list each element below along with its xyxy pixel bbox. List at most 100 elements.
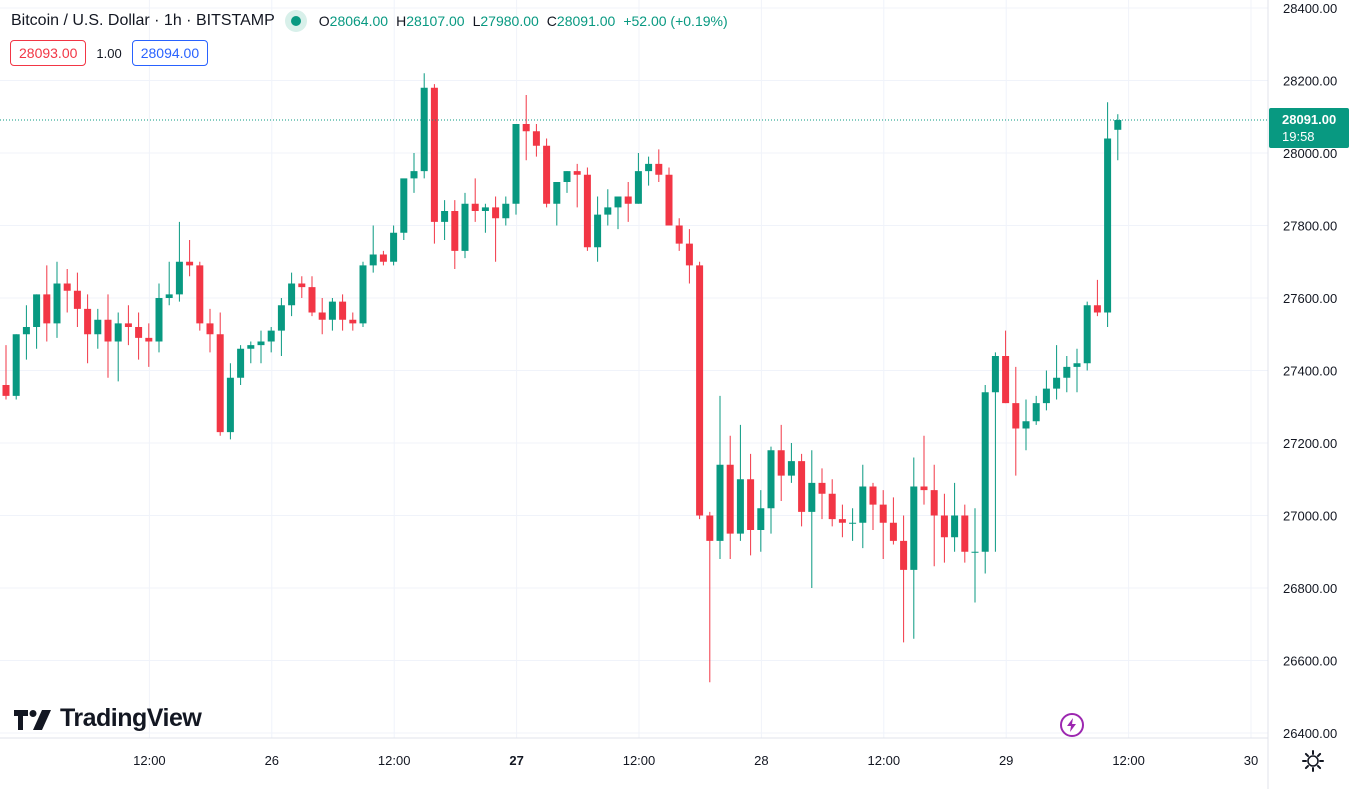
- candle-body: [1002, 356, 1010, 404]
- candle-body: [196, 265, 204, 324]
- bar-countdown: 19:58: [1282, 129, 1315, 144]
- symbol-title[interactable]: Bitcoin / U.S. Dollar · 1h · BITSTAMP: [11, 12, 275, 29]
- candle-body: [1053, 377, 1061, 389]
- candle-body: [971, 551, 979, 553]
- gear-icon[interactable]: [1300, 748, 1326, 774]
- change-value: +52.00 (+0.19%): [623, 13, 728, 29]
- candle-body: [961, 515, 969, 552]
- candle-body: [53, 283, 61, 324]
- ohlc-values: O28064.00 H28107.00 L27980.00 C28091.00 …: [319, 13, 728, 29]
- candle-body: [43, 294, 51, 324]
- candle-body: [124, 323, 132, 327]
- candle-body: [716, 464, 724, 541]
- candle-body: [981, 392, 989, 552]
- candle-body: [675, 225, 683, 244]
- candle-body: [777, 450, 785, 476]
- candle-body: [563, 171, 571, 182]
- candle-body: [1032, 403, 1040, 422]
- candle-body: [257, 341, 265, 346]
- candle-body: [889, 522, 897, 541]
- candle-body: [726, 464, 734, 534]
- candle-body: [787, 461, 795, 476]
- trade-panel: 28093.00 1.00 28094.00: [10, 40, 209, 66]
- candle-body: [33, 294, 41, 327]
- y-tick-label: 27600.00: [1283, 291, 1337, 306]
- x-tick-label: 28: [754, 753, 768, 768]
- candle-body: [492, 207, 500, 219]
- candle-body: [1073, 363, 1081, 367]
- candle-body: [634, 171, 642, 204]
- candle-body: [277, 305, 285, 331]
- open-value: 28064.00: [329, 13, 389, 29]
- candle-body: [1042, 388, 1050, 404]
- candle-body: [1114, 120, 1122, 130]
- open-label: O: [318, 13, 330, 29]
- y-tick-label: 27400.00: [1283, 364, 1337, 379]
- candle-body: [900, 540, 908, 570]
- x-tick-label: 12:00: [623, 753, 656, 768]
- x-tick-label: 12:00: [1112, 753, 1145, 768]
- candle-body: [94, 319, 102, 335]
- candle-body: [12, 334, 20, 396]
- y-tick-label: 27000.00: [1283, 509, 1337, 524]
- candle-body: [155, 298, 163, 342]
- sell-button[interactable]: 28093.00: [10, 40, 87, 66]
- candle-body: [828, 493, 836, 520]
- x-tick-label: 30: [1244, 753, 1258, 768]
- candle-body: [522, 124, 530, 132]
- candle-body: [104, 319, 112, 342]
- candle-body: [991, 356, 999, 393]
- candle-body: [818, 482, 826, 494]
- candle-body: [1104, 138, 1112, 313]
- quantity-value[interactable]: 1.00: [96, 45, 122, 61]
- candle-body: [84, 308, 92, 335]
- candle-body: [838, 519, 846, 523]
- candle-body: [390, 232, 398, 262]
- candle-body: [369, 254, 377, 266]
- candle-body: [400, 178, 408, 233]
- candle-body: [553, 182, 561, 204]
- candle-body: [594, 214, 602, 248]
- candle-body: [145, 337, 153, 342]
- tradingview-logo-text: TradingView: [60, 704, 202, 732]
- candle-body: [543, 145, 551, 204]
- candle-body: [430, 87, 438, 222]
- tradingview-logo-icon: [14, 709, 51, 730]
- candle-body: [696, 265, 704, 516]
- candle-body: [461, 203, 469, 251]
- candle-body: [349, 319, 357, 324]
- candle-body: [665, 174, 673, 226]
- candle-body: [706, 515, 714, 541]
- candle-body: [318, 312, 326, 320]
- candle-body: [583, 174, 591, 248]
- candle-body: [757, 508, 765, 530]
- candle-body: [604, 207, 612, 215]
- candle-body: [920, 486, 928, 491]
- close-value: 28091.00: [556, 13, 616, 29]
- y-tick-label: 27200.00: [1283, 436, 1337, 451]
- candle-body: [849, 522, 857, 524]
- candle-body: [359, 265, 367, 324]
- candle-body: [645, 163, 653, 172]
- buy-button[interactable]: 28094.00: [131, 40, 209, 66]
- candle-body: [339, 301, 347, 320]
- x-tick-label: 27: [509, 753, 523, 768]
- candle-body: [869, 486, 877, 505]
- x-tick-label: 29: [999, 753, 1013, 768]
- candle-body: [859, 486, 867, 523]
- candle-body: [655, 163, 663, 175]
- high-label: H: [396, 13, 407, 29]
- tradingview-logo[interactable]: TradingView: [14, 704, 202, 733]
- candle-body: [767, 450, 775, 509]
- y-tick-label: 26600.00: [1283, 654, 1337, 669]
- candle-body: [798, 461, 806, 512]
- market-status-icon[interactable]: [284, 10, 307, 32]
- candle-body: [614, 196, 622, 208]
- y-tick-label: 28400.00: [1283, 1, 1337, 16]
- lightning-bolt-icon[interactable]: [1060, 713, 1084, 737]
- candle-body: [910, 486, 918, 570]
- x-tick-label: 12:00: [378, 753, 411, 768]
- candle-body: [165, 294, 173, 298]
